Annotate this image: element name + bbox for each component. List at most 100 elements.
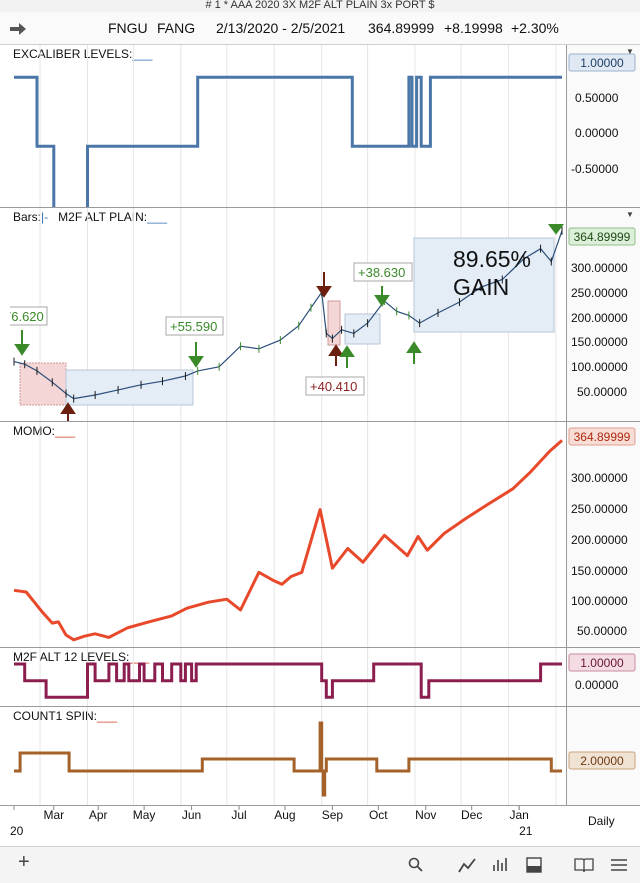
buy-arrow-icon [548,224,564,235]
price-tick: 150.00000 [571,335,628,349]
excaliber-title: EXCALIBER LEVELS: [13,47,133,61]
annotation-box [10,306,48,326]
momo-tick: 150.00000 [571,564,628,578]
trade-box-2 [344,313,381,345]
time-axis[interactable]: 20 Mar Apr May Jun Jul Aug Sep Oct Nov Dec Jan 21 Da… [0,805,640,838]
count1-badge: 2.00000 [580,754,624,768]
excaliber-plot [14,45,562,207]
excaliber-tick: -0.50000 [571,162,619,176]
price-change-percent: +2.30% [511,20,559,36]
annotation-label: +38.630 [358,265,405,280]
x-axis-label: Jun [182,808,201,822]
momo-tick: 200.00000 [571,533,628,547]
panel-layout-icon[interactable] [526,857,542,873]
x-axis-label: Jul [231,808,246,822]
add-icon[interactable]: + [18,851,30,873]
last-price: 364.89999 [368,20,435,36]
annotation-box [353,262,413,282]
symbol-name: FANG [157,20,196,36]
x-axis-label: Dec [461,808,482,822]
price-tick: 100.00000 [571,360,628,374]
sell-arrow-icon [60,402,76,421]
sell-arrow-icon [316,272,332,298]
price-plot: 76.620 +55.590 +40.410 +38.630 89.65% GA… [10,208,564,421]
price-badge-box [568,227,636,246]
date-range[interactable]: 2/13/2020 - 2/5/2021 [216,20,346,36]
excaliber-line [14,75,562,207]
menu-icon[interactable] [610,857,628,873]
buy-arrow-icon [188,342,204,368]
excaliber-tick: 0.50000 [575,91,619,105]
momo-title: MOMO: [13,424,55,438]
window-title: # 1 * AAA 2020 3X M2F ALT PLAIN 3x PORT … [0,0,640,12]
annotation-box [165,316,224,336]
sell-arrow-icon [328,344,344,366]
count1-axis: 2.00000 [566,707,640,805]
gain-percent: 89.65% [453,246,531,272]
period-selector[interactable]: Daily [588,814,615,828]
m2f-plain-title: M2F ALT PLAIN: [58,210,148,224]
x-axis-label: Aug [274,808,295,822]
price-axis: 364.89999 300.00000 250.00000 200.00000 … [566,208,640,421]
count1-plot [14,707,562,805]
m2f12-badge: 1.00000 [580,656,624,670]
drawdown-box-2 [327,300,341,346]
panel-menu-icon[interactable]: ▼ [626,47,634,56]
x-axis-label: Jan [509,808,528,822]
buy-arrow-icon [406,341,422,364]
price-tick: 50.00000 [577,385,627,399]
buy-arrow-icon [14,330,30,356]
momo-plot [13,422,563,647]
search-icon[interactable] [408,857,424,873]
m2f12-panel[interactable]: M2F ALT 12 LEVELS:___ 1.00000 0.00000 [0,648,640,707]
trade-box-3 [413,237,555,333]
annotation-box [305,376,365,396]
m2f12-tick: 0.00000 [575,678,619,692]
drawdown-box-1 [19,362,67,406]
momo-panel[interactable]: MOMO:___ 364.89999 300.00000 250.00000 2… [0,422,640,648]
x-axis-label: Apr [89,808,108,822]
price-tick: 250.00000 [571,286,628,300]
excaliber-panel[interactable]: EXCALIBER LEVELS:___ 1.00000 0.50000 0.0… [0,45,640,208]
x-axis-label: 21 [519,824,533,838]
chart-line-icon[interactable] [458,857,476,873]
price-panel[interactable]: Bars:|- M2F ALT PLAIN:___ [0,208,640,422]
x-axis-label: Sep [322,808,344,822]
symbol-header: FNGU FANG 2/13/2020 - 2/5/2021 364.89999… [0,12,640,45]
m2f12-line [14,662,562,699]
bottom-toolbar: + [0,846,640,883]
count1-title: COUNT1 SPIN: [13,709,98,723]
excaliber-tick: 0.00000 [575,126,619,140]
x-axis-label: 20 [10,824,24,838]
momo-tick: 300.00000 [571,471,628,485]
annotation-label: +55.590 [170,319,217,334]
momo-axis: 364.89999 300.00000 250.00000 200.00000 … [566,422,640,647]
count1-panel[interactable]: COUNT1 SPIN:___ 2.00000 [0,707,640,806]
bars-title: Bars: [13,210,42,224]
momo-tick: 100.00000 [571,594,628,608]
excaliber-badge-box [568,53,636,72]
arrow-right-icon[interactable] [10,23,26,35]
momo-line [13,439,563,642]
count1-line [14,721,562,797]
momo-tick: 250.00000 [571,502,628,516]
symbol-ticker[interactable]: FNGU [108,20,148,36]
x-axis-label: May [133,808,156,822]
chart-bars-icon[interactable] [492,857,510,873]
momo-tick: 50.00000 [577,624,627,638]
excaliber-badge: 1.00000 [580,56,624,70]
m2f12-axis: 1.00000 0.00000 [566,648,640,706]
count1-badge-box [568,751,636,770]
annotation-label: 76.620 [10,309,44,324]
panel-menu-icon[interactable]: ▼ [626,210,634,219]
excaliber-axis: 1.00000 0.50000 0.00000 -0.50000 [566,45,640,207]
m2f12-badge-box [568,653,636,672]
momo-badge: 364.89999 [574,430,631,444]
m2f12-title: M2F ALT 12 LEVELS: [13,650,130,664]
book-icon[interactable] [574,857,594,873]
price-change: +8.19998 [444,20,503,36]
price-badge: 364.89999 [574,230,631,244]
buy-arrow-icon [339,345,355,368]
gain-label: GAIN [453,274,509,300]
buy-arrow-icon [374,286,390,307]
